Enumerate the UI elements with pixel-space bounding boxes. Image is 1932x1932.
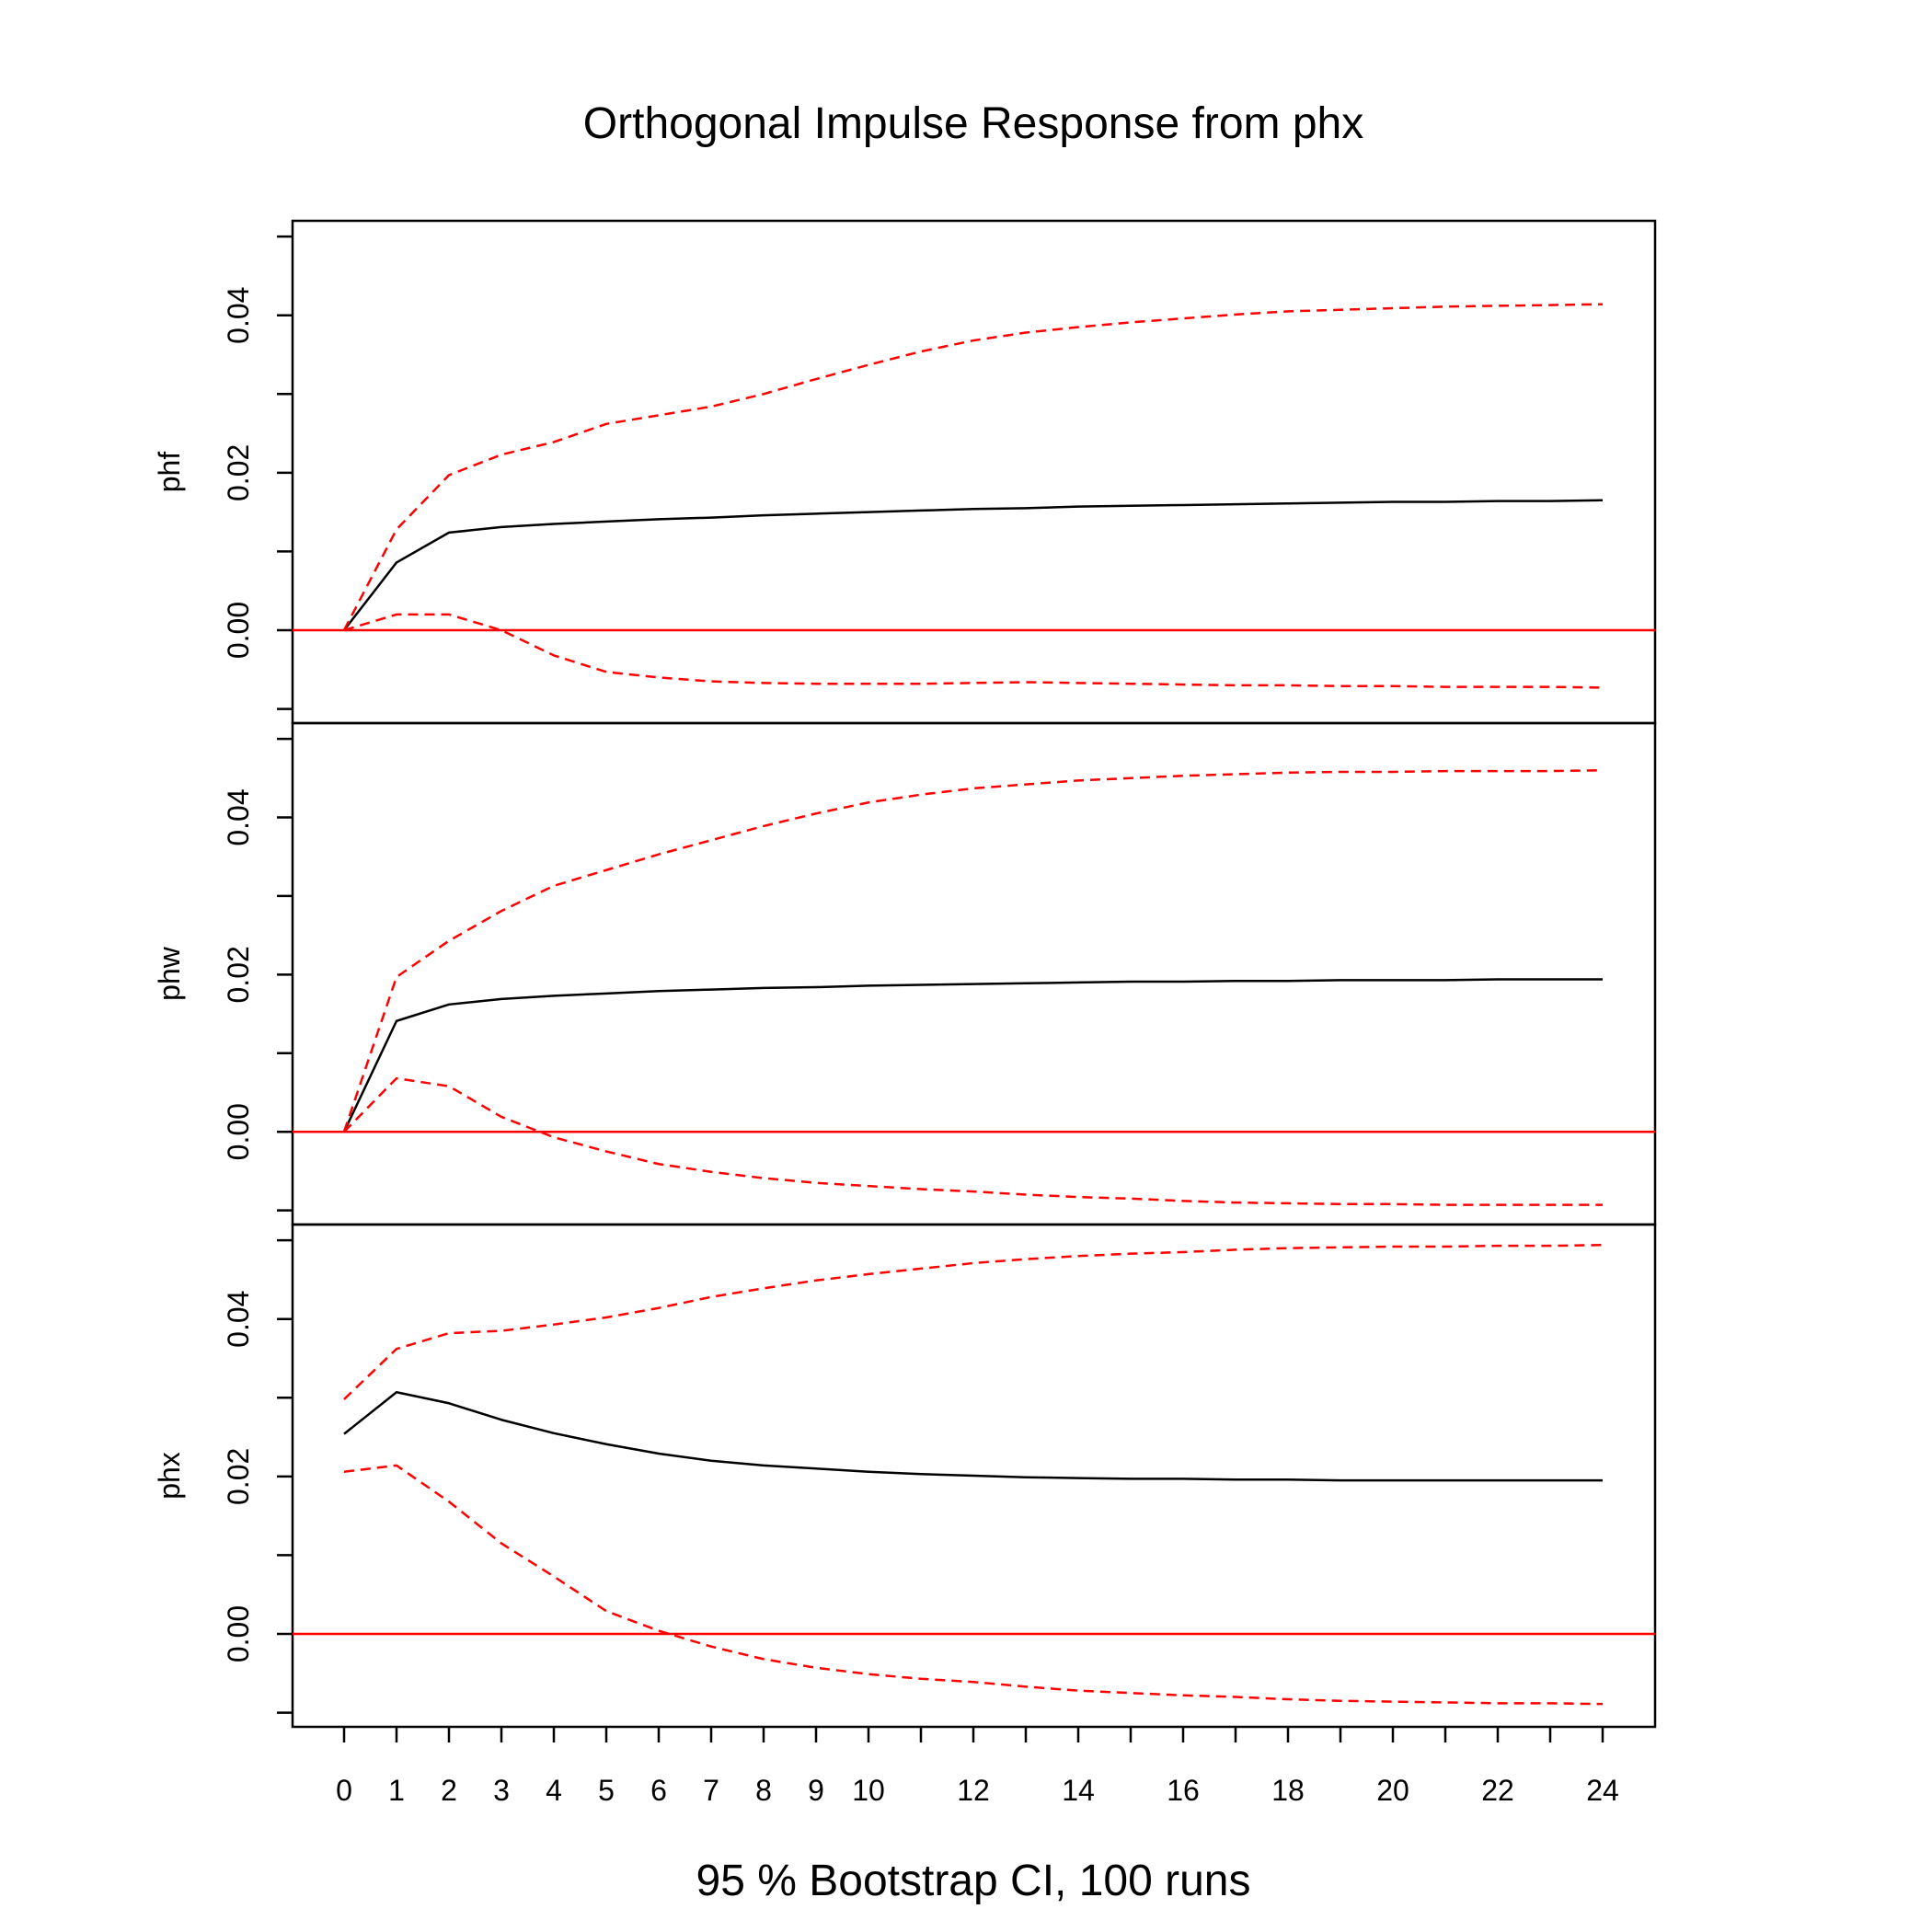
x-tick-label: 5 bbox=[598, 1774, 615, 1807]
x-tick-label: 6 bbox=[650, 1774, 667, 1807]
series-response-line bbox=[343, 1391, 1603, 1482]
x-tick-label: 10 bbox=[852, 1774, 885, 1807]
series-response-line bbox=[343, 499, 1604, 631]
x-tick-label: 20 bbox=[1376, 1774, 1409, 1807]
x-tick-label: 2 bbox=[441, 1774, 457, 1807]
series-lower-line bbox=[343, 1076, 1603, 1206]
panel-phw: 0.00 0.02 0.04 phw bbox=[153, 721, 1657, 1226]
y-tick-label: 0.04 bbox=[222, 287, 255, 344]
y-tick-label: 0.02 bbox=[222, 946, 255, 1003]
x-tick-label: 24 bbox=[1586, 1774, 1619, 1807]
y-axis-label: phw bbox=[153, 946, 186, 1001]
y-tick-label: 0.04 bbox=[222, 1291, 255, 1348]
x-tick-label: 0 bbox=[336, 1774, 352, 1807]
x-tick-label: 12 bbox=[957, 1774, 990, 1807]
x-axis: 0 1 2 3 4 5 6 7 8 9 10 12 14 16 18 20 22 24 bbox=[336, 1727, 1619, 1807]
x-tick-label: 3 bbox=[493, 1774, 510, 1807]
panels-group: 0.000.020.04phf0.000.020.04phw0.000.020.… bbox=[153, 219, 1657, 1729]
y-tick-label: 0.04 bbox=[222, 788, 255, 845]
x-tick-label: 1 bbox=[388, 1774, 405, 1807]
y-tick-label: 0.00 bbox=[222, 602, 255, 659]
y-tick-label: 0.02 bbox=[222, 1448, 255, 1505]
x-tick-label: 9 bbox=[808, 1774, 824, 1807]
series-upper-line bbox=[343, 1244, 1604, 1400]
x-tick-label: 7 bbox=[703, 1774, 719, 1807]
x-tick-label: 18 bbox=[1271, 1774, 1305, 1807]
y-tick-label: 0.00 bbox=[222, 1605, 255, 1662]
x-tick-label: 22 bbox=[1481, 1774, 1514, 1807]
y-tick-label: 0.02 bbox=[222, 444, 255, 501]
x-tick-label: 14 bbox=[1062, 1774, 1095, 1807]
chart-title: Orthogonal Impulse Response from phx bbox=[583, 99, 1363, 148]
series-upper-line bbox=[342, 769, 1604, 1133]
x-tick-label: 16 bbox=[1167, 1774, 1200, 1807]
y-axis-label: phf bbox=[153, 452, 186, 493]
x-tick-label: 4 bbox=[546, 1774, 562, 1807]
series-response-line bbox=[342, 978, 1603, 1133]
x-axis-label: 95 % Bootstrap CI, 100 runs bbox=[696, 1857, 1251, 1905]
y-axis-label: phx bbox=[153, 1452, 186, 1500]
series-lower-line bbox=[343, 613, 1604, 689]
series-lower-line bbox=[343, 1464, 1604, 1706]
series-upper-line bbox=[342, 303, 1604, 631]
y-tick-label: 0.00 bbox=[222, 1103, 255, 1160]
x-tick-label: 8 bbox=[755, 1774, 772, 1807]
